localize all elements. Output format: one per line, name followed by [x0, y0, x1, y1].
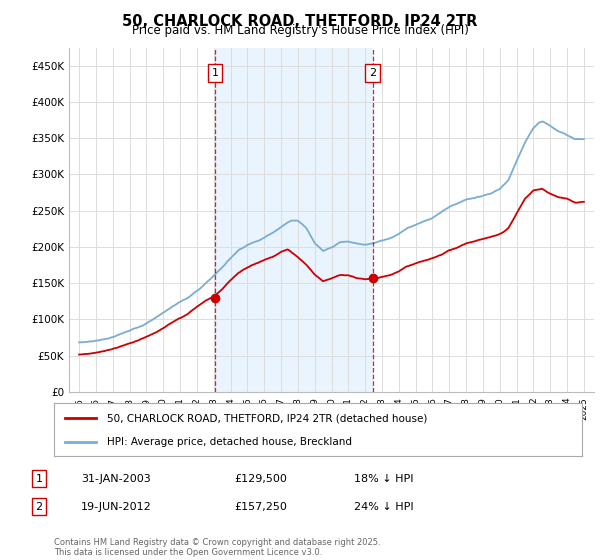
Text: 31-JAN-2003: 31-JAN-2003: [81, 474, 151, 484]
Text: 1: 1: [35, 474, 43, 484]
Text: 18% ↓ HPI: 18% ↓ HPI: [354, 474, 413, 484]
Text: 24% ↓ HPI: 24% ↓ HPI: [354, 502, 413, 512]
Text: £129,500: £129,500: [234, 474, 287, 484]
Text: 50, CHARLOCK ROAD, THETFORD, IP24 2TR (detached house): 50, CHARLOCK ROAD, THETFORD, IP24 2TR (d…: [107, 413, 427, 423]
Text: 1: 1: [212, 68, 218, 78]
Bar: [215, 48, 373, 392]
Text: £157,250: £157,250: [234, 502, 287, 512]
Text: Price paid vs. HM Land Registry's House Price Index (HPI): Price paid vs. HM Land Registry's House …: [131, 24, 469, 36]
Text: 2: 2: [35, 502, 43, 512]
Text: 50, CHARLOCK ROAD, THETFORD, IP24 2TR: 50, CHARLOCK ROAD, THETFORD, IP24 2TR: [122, 14, 478, 29]
Text: HPI: Average price, detached house, Breckland: HPI: Average price, detached house, Brec…: [107, 436, 352, 446]
Text: Contains HM Land Registry data © Crown copyright and database right 2025.
This d: Contains HM Land Registry data © Crown c…: [54, 538, 380, 557]
Text: 2: 2: [370, 68, 376, 78]
Text: 19-JUN-2012: 19-JUN-2012: [81, 502, 152, 512]
